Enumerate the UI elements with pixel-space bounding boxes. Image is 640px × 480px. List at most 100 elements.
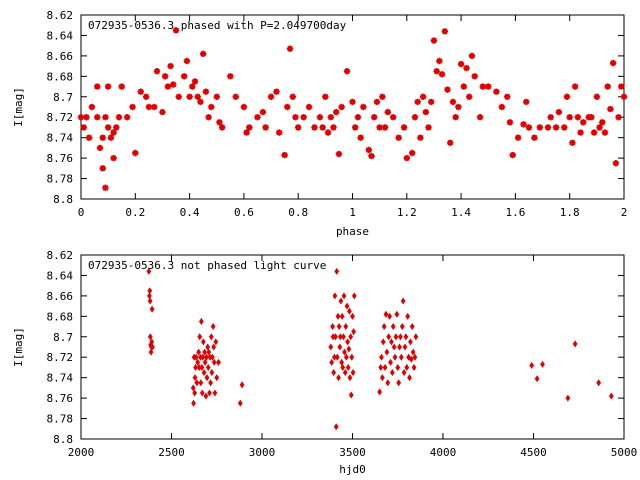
data-point xyxy=(368,152,375,160)
data-point xyxy=(531,134,538,141)
data-point xyxy=(340,363,346,371)
data-point xyxy=(343,68,351,75)
data-point xyxy=(412,353,418,361)
data-point xyxy=(331,369,337,377)
data-point xyxy=(77,114,85,121)
data-point xyxy=(196,348,202,356)
data-point xyxy=(417,134,424,141)
data-point xyxy=(561,124,568,131)
x-tick-label: 0.8 xyxy=(288,206,308,219)
x-tick-label: 2000 xyxy=(68,446,95,459)
data-point xyxy=(339,312,345,320)
data-point xyxy=(199,50,207,58)
data-point xyxy=(197,98,204,106)
data-point xyxy=(430,37,438,44)
data-point xyxy=(208,333,214,341)
data-point xyxy=(348,391,354,399)
y-tick-label: 8.76 xyxy=(47,152,74,165)
data-point xyxy=(399,323,405,331)
data-point xyxy=(80,124,87,131)
data-point xyxy=(498,103,506,111)
data-point xyxy=(94,83,101,90)
data-point xyxy=(457,60,465,68)
data-point xyxy=(580,119,587,126)
data-point xyxy=(218,124,226,131)
data-point xyxy=(237,399,243,407)
data-point xyxy=(259,108,267,116)
data-point xyxy=(409,323,415,331)
data-point xyxy=(129,103,136,111)
data-point xyxy=(411,114,419,121)
data-point xyxy=(371,114,378,121)
data-point xyxy=(479,83,487,90)
data-point xyxy=(444,86,451,93)
data-points xyxy=(77,27,628,191)
x-tick-label: 0.4 xyxy=(180,206,200,219)
data-point xyxy=(335,312,341,320)
data-point xyxy=(200,338,206,346)
data-point xyxy=(148,348,154,356)
data-point xyxy=(394,310,400,318)
data-point xyxy=(330,124,337,131)
data-point xyxy=(281,151,288,159)
data-point xyxy=(194,93,201,100)
data-point xyxy=(384,108,391,116)
data-point xyxy=(455,103,462,111)
data-point xyxy=(351,328,356,336)
y-tick-label: 8.72 xyxy=(47,111,74,124)
data-point xyxy=(341,333,346,341)
x-tick-label: 2500 xyxy=(158,446,185,459)
data-point xyxy=(509,151,516,159)
data-point xyxy=(210,323,216,331)
x-tick-label: 1.4 xyxy=(451,206,471,219)
data-point xyxy=(246,124,253,131)
data-point xyxy=(159,108,166,116)
y-tick-label: 8.68 xyxy=(47,70,74,83)
data-point xyxy=(393,333,399,341)
data-point xyxy=(447,139,454,146)
x-tick-label: 3500 xyxy=(339,446,366,459)
data-point xyxy=(348,333,354,341)
phased-light-curve-chart: 0 0.2 0.4 0.6 0.8 1 1.2 1.4 1.6 1.8 2 8.62 8.64 8.66 8… xyxy=(12,9,627,238)
data-point xyxy=(202,358,208,366)
data-point xyxy=(207,389,212,397)
data-point xyxy=(227,73,234,80)
x-tick-label: 1 xyxy=(349,206,356,219)
data-point xyxy=(390,323,396,331)
x-tick-label: 4500 xyxy=(520,446,547,459)
data-point xyxy=(398,333,403,341)
data-point xyxy=(334,353,340,361)
data-point xyxy=(345,338,350,346)
data-point xyxy=(333,423,339,431)
data-point xyxy=(289,93,296,100)
data-point xyxy=(534,375,540,383)
data-point xyxy=(336,374,341,382)
data-point xyxy=(596,379,602,387)
data-point xyxy=(555,108,563,116)
y-tick-label: 8.64 xyxy=(47,29,74,42)
data-point xyxy=(205,363,211,371)
y-tick-label: 8.7 xyxy=(53,331,73,344)
data-point xyxy=(342,348,347,356)
data-point xyxy=(132,149,139,157)
data-point xyxy=(468,52,476,60)
y-tick-label: 8.66 xyxy=(47,50,74,63)
y-tick-label: 8.62 xyxy=(47,249,74,262)
data-point xyxy=(300,114,307,121)
data-point xyxy=(463,64,470,72)
data-point xyxy=(395,363,401,371)
data-point xyxy=(199,389,205,397)
x-tick-label: 1.2 xyxy=(397,206,417,219)
data-point xyxy=(210,353,215,361)
data-point xyxy=(137,88,144,95)
data-point xyxy=(402,343,408,351)
data-point xyxy=(565,394,571,402)
data-point xyxy=(195,358,201,366)
data-point xyxy=(341,292,347,300)
y-tick-label: 8.78 xyxy=(47,413,74,426)
data-point xyxy=(192,374,198,382)
axis-ticks: 2000 2500 3000 3500 4000 4500 5000 8.62 8.64 8.66… xyxy=(47,249,638,459)
x-axis-title: hjd0 xyxy=(339,463,366,476)
data-point xyxy=(588,114,595,121)
data-point xyxy=(240,103,248,111)
